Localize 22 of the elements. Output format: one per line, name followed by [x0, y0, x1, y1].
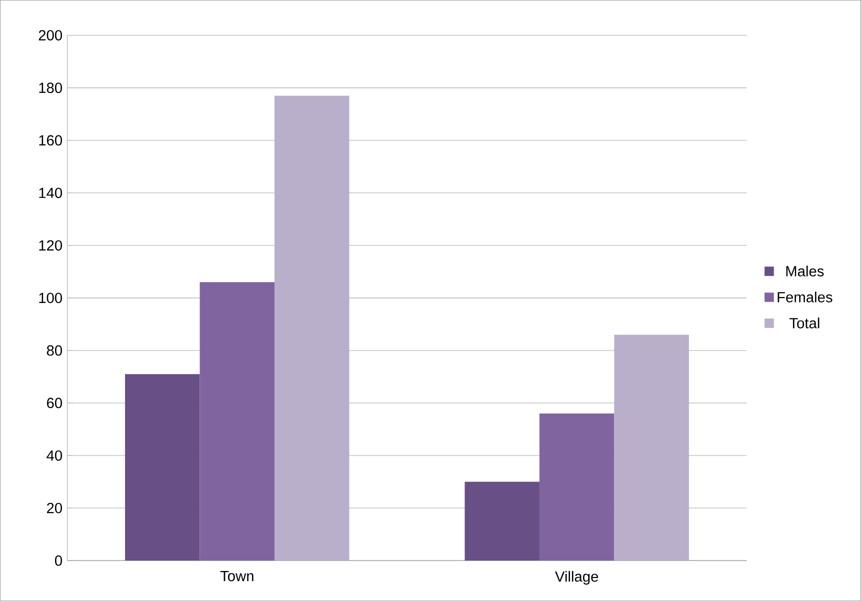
legend-label: Females — [778, 292, 832, 302]
y-tick-label: 140 — [39, 188, 62, 198]
bar — [125, 374, 200, 561]
legend-label: Males — [786, 266, 824, 276]
bar — [274, 96, 350, 561]
bar — [539, 414, 614, 561]
y-tick-label: 0 — [54, 555, 62, 566]
x-tick-label: Town — [220, 571, 254, 582]
y-tick-label: 120 — [39, 240, 62, 251]
y-tick-label: 100 — [39, 292, 62, 304]
bar — [614, 334, 689, 561]
y-tick-label: 160 — [39, 135, 62, 146]
y-tick-label: 80 — [46, 345, 62, 356]
bar — [464, 482, 540, 561]
y-tick-label: 180 — [39, 82, 62, 94]
y-tick-label: 40 — [46, 450, 62, 461]
y-tick-label: 200 — [38, 30, 62, 41]
x-tick-label: Village — [555, 571, 598, 585]
legend-label: Total — [790, 318, 820, 328]
y-tick-label: 20 — [47, 502, 62, 514]
bar — [200, 282, 275, 561]
y-tick-label: 60 — [47, 398, 62, 408]
